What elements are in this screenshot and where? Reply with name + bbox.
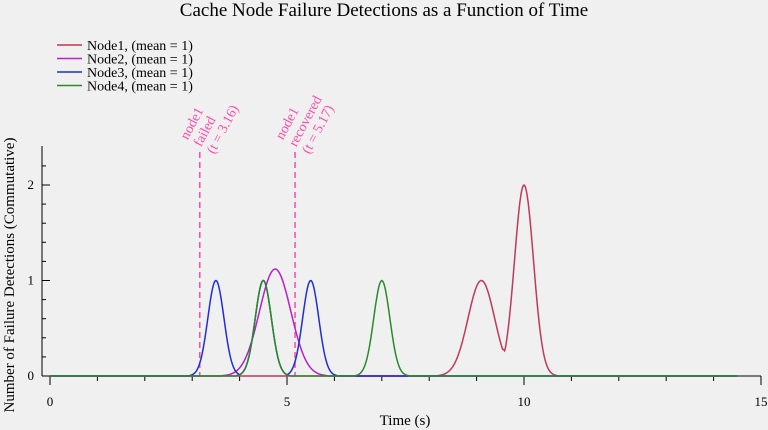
y-tick-label: 0 <box>28 368 35 383</box>
legend-label: Node4, (mean = 1) <box>87 80 193 95</box>
series-layer <box>50 184 738 377</box>
legend-label: Node1, (mean = 1) <box>87 39 193 54</box>
series-line-node4 <box>50 279 738 377</box>
legend-label: Node3, (mean = 1) <box>87 66 193 81</box>
axes: 0 5 10 15 0 1 2 <box>28 146 768 409</box>
x-tick-label: 15 <box>755 394 768 409</box>
series-line-node2 <box>50 268 738 377</box>
x-axis-label: Time (s) <box>380 413 431 429</box>
legend: Node1, (mean = 1)Node2, (mean = 1)Node3,… <box>57 39 193 95</box>
legend-label: Node2, (mean = 1) <box>87 53 193 68</box>
x-tick-label: 5 <box>284 394 291 409</box>
x-tick-label: 10 <box>518 394 531 409</box>
y-tick-label: 1 <box>28 273 35 288</box>
series-line-node3 <box>50 279 738 377</box>
x-tick-label: 0 <box>47 394 54 409</box>
chart-title: Cache Node Failure Detections as a Funct… <box>180 0 588 21</box>
y-tick-label: 2 <box>28 177 35 192</box>
y-axis-label: Number of Failure Detections (Commutativ… <box>2 138 18 413</box>
